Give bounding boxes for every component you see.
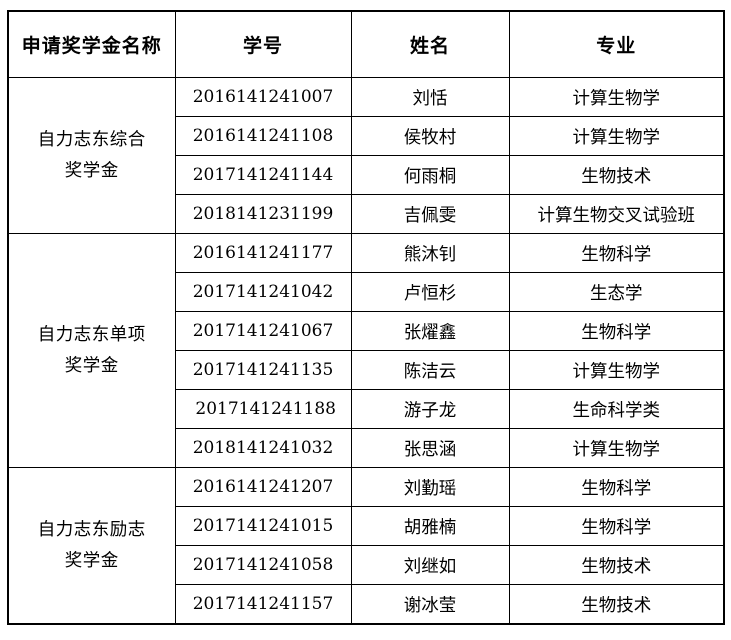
column-header-major: 专业 [508, 10, 725, 78]
student-id-cell: 2018141241032 [174, 428, 352, 468]
student-name-cell: 刘恬 [350, 77, 510, 117]
student-name-cell: 卢恒杉 [350, 272, 510, 312]
scholarship-table: 申请奖学金名称 学号 姓名 专业 自力志东综合 奖学金 2016141241007 刘… [7, 10, 725, 625]
table-body: 自力志东综合 奖学金 2016141241007 刘恬 计算生物学 20161412411… [7, 77, 725, 625]
student-name-cell: 游子龙 [350, 389, 510, 429]
major-cell: 生物科学 [508, 233, 725, 273]
major-cell: 生物科学 [508, 506, 725, 546]
scholarship-table-container: 申请奖学金名称 学号 姓名 专业 自力志东综合 奖学金 2016141241007 刘… [7, 10, 725, 625]
major-cell: 生物科学 [508, 467, 725, 507]
table-row: 2017141241157 谢冰莹 生物技术 [8, 584, 725, 625]
major-cell: 生物技术 [508, 584, 725, 625]
student-name-cell: 张思涵 [350, 428, 510, 468]
student-name-cell: 侯牧村 [350, 116, 510, 156]
student-name-cell: 张燿鑫 [350, 311, 510, 351]
column-header-scholarship: 申请奖学金名称 [7, 10, 176, 78]
student-name-cell: 陈洁云 [350, 350, 510, 390]
scholarship-name-line: 奖学金 [64, 355, 119, 376]
table-row: 2017141241015 胡雅楠 生物科学 [8, 506, 725, 546]
major-cell: 生态学 [508, 272, 725, 312]
table-row: 自力志东励志 奖学金 2016141241207 刘勤瑶 生物科学 [7, 467, 725, 625]
major-cell: 生命科学类 [508, 389, 725, 429]
scholarship-group-cell: 自力志东综合 奖学金 [7, 77, 176, 234]
table-row: 2017141241067 张燿鑫 生物科学 [8, 311, 725, 351]
major-cell: 生物技术 [508, 545, 725, 585]
student-name-cell: 吉佩雯 [350, 194, 510, 234]
student-id-cell: 2017141241067 [174, 311, 352, 351]
table-row: 2017141241188 游子龙 生命科学类 [8, 389, 725, 429]
student-id-cell: 2017141241144 [174, 155, 352, 195]
table-row: 2017141241135 陈洁云 计算生物学 [8, 350, 725, 390]
scholarship-name-line: 自力志东励志 [37, 519, 146, 540]
major-cell: 计算生物学 [508, 428, 725, 468]
student-name-cell: 熊沐钊 [350, 233, 510, 273]
student-id-cell: 2017141241015 [174, 506, 352, 546]
table-row: 自力志东综合 奖学金 2016141241007 刘恬 计算生物学 [7, 77, 725, 234]
header-row: 申请奖学金名称 学号 姓名 专业 [7, 10, 725, 78]
student-id-cell: 2017141241042 [174, 272, 352, 312]
table-row: 2018141231199 吉佩雯 计算生物交叉试验班 [8, 194, 725, 234]
scholarship-name-line: 自力志东单项 [37, 324, 146, 345]
student-id-cell: 2017141241058 [174, 545, 352, 585]
student-id-cell: 2016141241108 [174, 116, 352, 156]
scholarship-group-cell: 自力志东单项 奖学金 [7, 233, 176, 468]
student-name-cell: 谢冰莹 [350, 584, 510, 625]
student-id-cell: 2017141241157 [174, 584, 352, 625]
student-name-cell: 胡雅楠 [350, 506, 510, 546]
major-cell: 计算生物学 [508, 350, 725, 390]
column-header-name: 姓名 [350, 10, 510, 78]
scholarship-group-cell: 自力志东励志 奖学金 [7, 467, 176, 625]
student-name-cell: 刘勤瑶 [350, 467, 510, 507]
major-cell: 生物技术 [508, 155, 725, 195]
student-id-cell: 2016141241007 [174, 77, 352, 117]
table-row: 2018141241032 张思涵 计算生物学 [8, 428, 725, 468]
column-header-student-id: 学号 [174, 10, 352, 78]
major-cell: 计算生物学 [508, 77, 725, 117]
major-cell: 生物科学 [508, 311, 725, 351]
student-id-cell: 2016141241177 [174, 233, 352, 273]
student-name-cell: 刘继如 [350, 545, 510, 585]
table-row: 2017141241144 何雨桐 生物技术 [8, 155, 725, 195]
student-id-cell: 2017141241135 [174, 350, 352, 390]
student-id-cell: 2016141241207 [174, 467, 352, 507]
table-row: 自力志东单项 奖学金 2016141241177 熊沐钊 生物科学 [7, 233, 725, 468]
student-name-cell: 何雨桐 [350, 155, 510, 195]
major-cell: 计算生物学 [508, 116, 725, 156]
scholarship-name-line: 奖学金 [64, 160, 119, 181]
scholarship-name-line: 自力志东综合 [37, 129, 146, 150]
student-id-cell: 2017141241188 [174, 389, 352, 429]
table-row: 2017141241058 刘继如 生物技术 [8, 545, 725, 585]
student-id-cell: 2018141231199 [174, 194, 352, 234]
table-row: 2016141241108 侯牧村 计算生物学 [8, 116, 725, 156]
major-cell: 计算生物交叉试验班 [508, 194, 725, 234]
table-row: 2017141241042 卢恒杉 生态学 [8, 272, 725, 312]
scholarship-name-line: 奖学金 [64, 550, 119, 571]
